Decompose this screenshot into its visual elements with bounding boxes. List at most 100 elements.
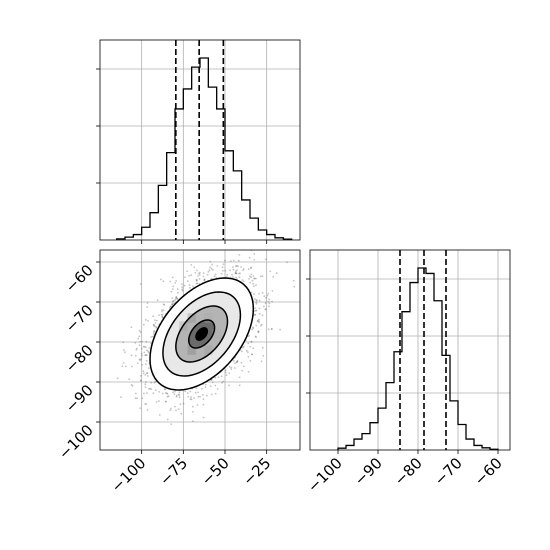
sample-point [144, 386, 147, 389]
sample-point [271, 290, 274, 292]
sample-point [198, 278, 201, 280]
sample-point [195, 387, 198, 390]
sample-point [229, 269, 232, 272]
sample-point [174, 390, 176, 393]
sample-point [264, 302, 267, 305]
sample-point [253, 277, 256, 280]
sample-point [174, 405, 176, 408]
sample-point [153, 381, 156, 384]
sample-point [177, 393, 180, 396]
sample-point [136, 347, 138, 350]
sample-point [150, 342, 152, 344]
sample-point [178, 391, 181, 394]
sample-point [228, 365, 231, 368]
sample-point [228, 372, 231, 375]
sample-point [152, 392, 155, 395]
sample-point [248, 278, 251, 280]
sample-point [204, 386, 207, 388]
sample-point [221, 381, 223, 384]
sample-point [139, 340, 142, 343]
sample-point [175, 395, 178, 398]
sample-point [224, 259, 226, 262]
x-tick-label: −80 [391, 454, 426, 489]
sample-point [181, 289, 184, 292]
sample-point [163, 388, 166, 391]
sample-point [256, 320, 259, 323]
sample-point [253, 277, 256, 280]
sample-point [170, 290, 173, 293]
sample-point [184, 390, 187, 393]
sample-point [161, 315, 164, 318]
sample-point [158, 391, 161, 393]
sample-point [197, 272, 200, 275]
sample-point [225, 275, 228, 278]
sample-point [197, 275, 199, 277]
sample-point [176, 288, 179, 290]
sample-point [242, 280, 245, 283]
sample-point [251, 279, 254, 282]
sample-point [255, 324, 258, 327]
x-tick-label: −60 [471, 454, 506, 489]
sample-point [138, 329, 141, 332]
sample-point [206, 394, 208, 397]
sample-point [154, 389, 157, 391]
sample-point [255, 301, 258, 304]
sample-point [255, 284, 257, 286]
sample-point [203, 279, 206, 281]
sample-point [179, 403, 182, 406]
sample-point [239, 272, 241, 275]
sample-point [165, 400, 167, 403]
sample-point [124, 365, 127, 368]
sample-point [196, 269, 198, 272]
sample-point [238, 384, 241, 387]
sample-point [214, 273, 217, 276]
density-cell [187, 313, 196, 323]
sample-point [247, 355, 250, 358]
sample-point [161, 316, 164, 318]
sample-point [238, 254, 241, 256]
sample-point [139, 331, 142, 334]
sample-point [202, 272, 205, 275]
sample-point [146, 409, 149, 411]
sample-point [140, 352, 143, 355]
sample-point [162, 280, 165, 283]
sample-point [217, 376, 220, 378]
sample-point [190, 398, 193, 401]
sample-point [261, 292, 264, 294]
sample-point [130, 383, 133, 386]
joint-plot-area [100, 246, 300, 450]
y-tick-label: −90 [62, 381, 97, 416]
sample-point [153, 332, 155, 334]
sample-point [260, 323, 263, 326]
sample-point [211, 381, 214, 384]
sample-point [203, 278, 206, 281]
sample-point [161, 392, 164, 395]
sample-point [124, 351, 126, 354]
sample-point [177, 291, 179, 294]
sample-point [143, 346, 146, 348]
sample-point [164, 400, 167, 403]
sample-point [195, 279, 198, 281]
sample-point [193, 266, 196, 269]
sample-point [286, 261, 288, 264]
sample-point [138, 358, 141, 361]
y-tick-label: −100 [55, 421, 97, 463]
sample-point [162, 303, 165, 306]
sample-point [239, 246, 241, 248]
sample-point [210, 267, 213, 270]
sample-point [154, 381, 157, 383]
x-tick-label: −75 [156, 454, 191, 489]
sample-point [267, 328, 270, 331]
contour-line [175, 305, 229, 363]
sample-point [142, 370, 145, 373]
sample-point [167, 395, 170, 398]
sample-point [229, 260, 232, 262]
sample-point [146, 306, 149, 308]
sample-point [264, 258, 267, 261]
sample-point [138, 344, 141, 347]
sample-point [235, 264, 238, 267]
sample-point [166, 418, 169, 421]
sample-point [138, 335, 141, 338]
sample-point [242, 345, 245, 348]
